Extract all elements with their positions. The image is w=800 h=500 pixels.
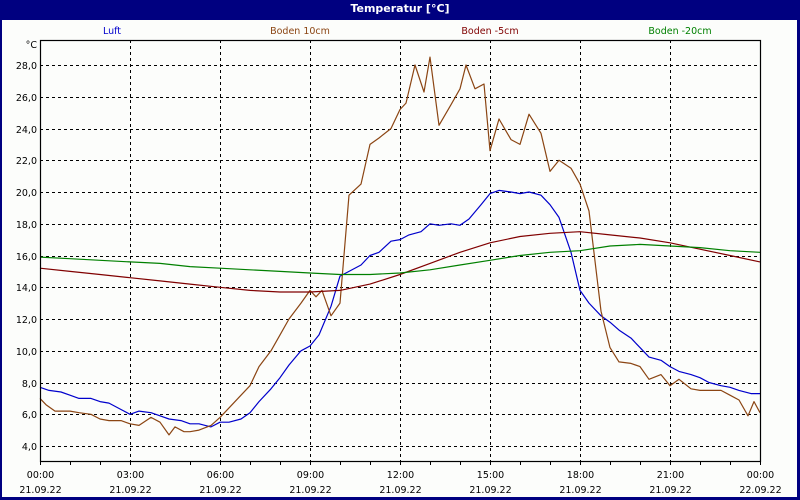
series-line	[39, 56, 761, 436]
y-tick-label: 4,0	[22, 442, 37, 453]
series-line	[39, 243, 761, 276]
x-tick-time: 06:00	[207, 470, 234, 481]
y-tick-label: 14,0	[16, 283, 37, 294]
legend-item: Luft	[103, 26, 121, 37]
x-tick-date: 21.09.22	[649, 485, 691, 496]
y-tick-label: 24,0	[16, 125, 37, 136]
x-tick-time: 03:00	[117, 470, 144, 481]
x-tick-date: 21.09.22	[469, 485, 511, 496]
x-tick-date: 22.09.22	[739, 485, 781, 496]
chart-title: Temperatur [°C]	[0, 0, 800, 19]
x-tick-time: 09:00	[297, 470, 324, 481]
y-tick-label: 6,0	[22, 410, 37, 421]
x-tick-date: 21.09.22	[199, 485, 241, 496]
x-tick-time: 00:00	[747, 470, 774, 481]
x-tick-time: 21:00	[657, 470, 684, 481]
chart-panel	[2, 20, 797, 497]
legend-item: Boden 10cm	[270, 26, 330, 37]
y-tick-label: 28,0	[16, 61, 37, 72]
y-tick-label: 18,0	[16, 220, 37, 231]
y-tick-label: 20,0	[16, 188, 37, 199]
x-tick-date: 21.09.22	[109, 485, 151, 496]
series-line	[39, 231, 761, 293]
plot-frame	[39, 39, 762, 463]
y-tick-label: 8,0	[22, 379, 37, 390]
x-tick-time: 00:00	[27, 470, 54, 481]
y-tick-label: 16,0	[16, 252, 37, 263]
series-line	[39, 189, 760, 428]
y-tick-label: 12,0	[16, 315, 37, 326]
y-tick-label: 26,0	[16, 93, 37, 104]
y-tick-label: 10,0	[16, 347, 37, 358]
x-tick-date: 21.09.22	[289, 485, 331, 496]
x-tick-date: 21.09.22	[559, 485, 601, 496]
x-tick-date: 21.09.22	[379, 485, 421, 496]
x-tick-time: 12:00	[387, 470, 414, 481]
x-tick-time: 15:00	[477, 470, 504, 481]
x-tick-date: 21.09.22	[19, 485, 61, 496]
x-tick-time: 18:00	[567, 470, 594, 481]
legend-item: Boden -5cm	[461, 26, 518, 37]
y-tick-label: 22,0	[16, 156, 37, 167]
y-axis-unit: °C	[26, 40, 38, 51]
legend-item: Boden -20cm	[648, 26, 711, 37]
